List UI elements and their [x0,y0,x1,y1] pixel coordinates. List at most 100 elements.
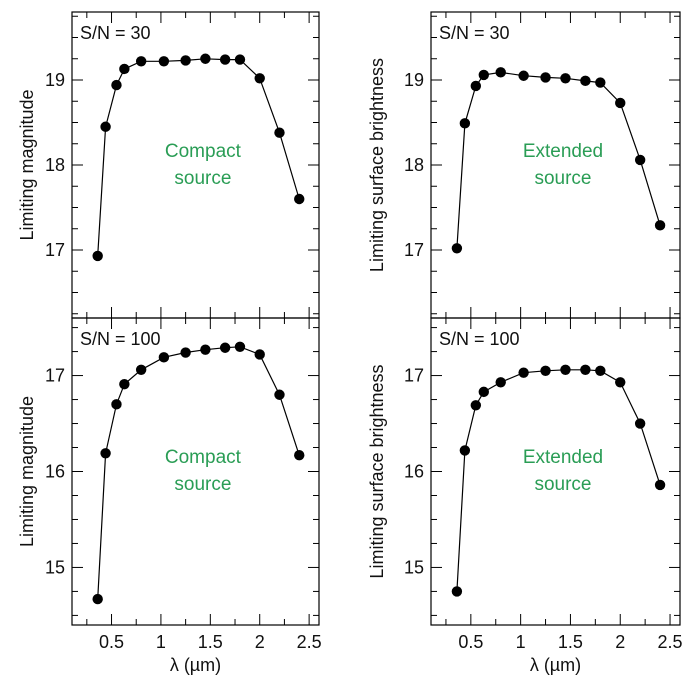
data-point [595,365,606,376]
source-annotation: Compact [165,141,242,162]
data-point [580,75,591,87]
y-tick-label: 17 [45,366,65,386]
y-axis-label: Limiting surface brightness [367,58,387,272]
y-tick-label: 19 [45,70,65,90]
source-annotation: source [174,168,231,189]
x-tick-label: 1 [156,632,166,652]
data-point [478,69,489,81]
data-point [92,593,103,605]
data-point [518,70,529,81]
plot-frame [430,11,681,319]
source-annotation: Compact [165,447,242,468]
source-annotation: source [534,168,591,189]
plot-frame [71,11,320,319]
data-point [451,243,463,254]
data-point [234,341,246,352]
y-axis-label: Limiting surface brightness [367,364,387,578]
data-point [254,349,265,360]
data-point [518,367,529,378]
data-point [100,448,111,459]
data-point [294,193,305,205]
data-point [478,386,489,398]
data-point [219,54,231,65]
source-annotation: Extended [523,141,603,162]
chart-panel-top-left: 17 18 19 Limiting magnitude S/N = 30 Compact s… [17,11,320,319]
chart-panel-bottom-right: 0.5 1 1.5 2 2.5 15 16 17 Limiting surface bright… [367,317,683,675]
y-tick-label: 16 [45,462,65,482]
data-point [135,56,147,67]
data-point [595,77,606,88]
data-point [92,250,103,262]
data-point [274,127,285,138]
data-point [634,418,646,429]
data-point [495,377,506,388]
data-point [180,347,191,358]
data-point [459,118,471,129]
data-point [560,364,571,376]
plot-frame [430,317,681,626]
plot-frame [71,317,320,626]
data-point [158,56,170,67]
data-point [119,378,130,390]
y-axis-label: Limiting magnitude [17,396,37,547]
y-tick-label: 15 [404,557,424,577]
x-tick-label: 0.5 [99,632,124,652]
data-point [119,63,130,75]
data-point [200,53,211,64]
snr-label: S/N = 30 [439,23,510,43]
data-point [135,364,147,376]
chart-panel-top-right: 17 18 19 Limiting surface brightness S/N = 3… [367,11,681,319]
y-tick-label: 16 [404,462,424,482]
y-tick-label: 17 [404,240,424,260]
y-tick-label: 15 [45,557,65,577]
data-point [560,73,571,84]
data-point [634,154,646,166]
data-point [495,67,506,78]
x-tick-label: 1.5 [558,632,583,652]
x-axis-label: λ (µm) [170,655,221,675]
snr-label: S/N = 30 [80,23,151,43]
data-point [294,449,305,461]
x-tick-label: 1.5 [198,632,223,652]
snr-label: S/N = 100 [80,329,161,349]
y-tick-label: 18 [45,155,65,175]
x-axis-label: λ (µm) [530,655,581,675]
source-annotation: source [534,474,591,495]
data-point [615,377,626,388]
chart-panel-bottom-left: 0.5 1 1.5 2 2.5 15 16 17 Limiting magnitude λ (µm… [17,317,322,675]
data-point [111,79,122,91]
data-point [540,72,551,83]
data-point [219,342,231,353]
x-tick-label: 2.5 [297,632,322,652]
data-point [470,400,482,411]
data-point [100,121,111,132]
snr-label: S/N = 100 [439,329,520,349]
data-point [274,389,285,400]
y-tick-label: 19 [404,70,424,90]
y-tick-label: 17 [45,240,65,260]
data-point [111,399,122,410]
x-tick-label: 2 [615,632,625,652]
y-tick-label: 18 [404,155,424,175]
data-point [234,54,246,65]
data-point [459,445,471,456]
data-point [615,97,626,109]
x-tick-label: 0.5 [458,632,483,652]
x-tick-label: 2 [255,632,265,652]
source-annotation: source [174,474,231,495]
y-tick-label: 17 [404,366,424,386]
data-point [254,73,265,84]
data-point [580,364,591,376]
data-point [180,55,191,66]
data-point [451,586,463,597]
data-point [158,352,170,363]
data-point [200,344,211,355]
x-tick-label: 1 [516,632,526,652]
data-point [654,220,666,231]
x-tick-label: 2.5 [658,632,683,652]
data-point [470,80,482,92]
data-point [540,365,551,376]
data-point [654,479,666,491]
source-annotation: Extended [523,447,603,468]
